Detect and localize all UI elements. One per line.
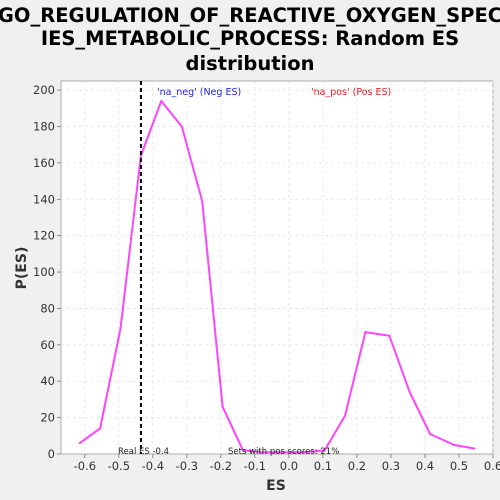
x-tick-label: -0.5 <box>108 459 130 473</box>
data-point <box>452 443 455 446</box>
data-point <box>364 331 367 334</box>
y-tick-label: 160 <box>33 156 55 170</box>
y-axis: 0 20 40 60 80 100 120 140 160 180 200 <box>33 83 61 461</box>
data-point <box>388 334 391 337</box>
data-point <box>262 451 265 454</box>
data-point <box>201 200 204 203</box>
data-point <box>323 449 326 452</box>
chart-title-line-3: distribution <box>186 52 315 75</box>
y-tick-label: 0 <box>48 447 55 461</box>
x-axis-label: ES <box>266 478 286 494</box>
y-tick-label: 180 <box>33 119 55 133</box>
x-tick-label: 0.6 <box>484 459 500 473</box>
x-tick-label: -0.2 <box>210 459 232 473</box>
data-point <box>408 391 411 394</box>
x-axis: -0.6 -0.5 -0.4 -0.3 -0.2 -0.1 0.0 0.1 0.2 0.3 0.4 0… <box>74 454 500 473</box>
x-tick-label: -0.3 <box>176 459 198 473</box>
x-tick-label: 0.4 <box>416 459 434 473</box>
x-tick-label: 0.3 <box>382 459 400 473</box>
x-tick-label: 0.0 <box>280 459 298 473</box>
real-es-label: Real ES -0.4 <box>118 447 169 457</box>
y-tick-label: 100 <box>33 265 55 279</box>
x-tick-label: -0.4 <box>142 459 164 473</box>
x-tick-label: -0.6 <box>74 459 96 473</box>
data-point <box>282 451 285 454</box>
data-point <box>344 414 346 417</box>
y-axis-label: P(ES) <box>14 247 30 290</box>
data-point <box>139 154 142 157</box>
legend-neg-es: 'na_neg' (Neg ES) <box>157 87 241 98</box>
x-tick-label: -0.1 <box>244 459 266 473</box>
y-tick-label: 20 <box>40 411 55 425</box>
series-layer <box>78 100 476 454</box>
y-tick-label: 120 <box>33 229 55 243</box>
legend-pos-es: 'na_pos' (Pos ES) <box>311 87 391 98</box>
y-tick-label: 200 <box>33 83 55 97</box>
x-tick-label: 0.2 <box>348 459 366 473</box>
grid <box>61 81 494 454</box>
y-tick-label: 40 <box>40 374 55 388</box>
x-tick-label: 0.1 <box>314 459 332 473</box>
chart-title-line-2: IES_METABOLIC_PROCESS: Random ES <box>41 27 459 50</box>
chart-title-line-1: GO_REGULATION_OF_REACTIVE_OXYGEN_SPEC <box>0 4 500 27</box>
y-tick-label: 80 <box>40 301 55 315</box>
data-point <box>221 405 224 408</box>
data-point <box>180 125 183 128</box>
plot-area <box>60 80 494 455</box>
x-tick-label: 0.5 <box>450 459 468 473</box>
y-tick-label: 140 <box>33 192 55 206</box>
data-point <box>99 427 102 430</box>
y-tick-label: 60 <box>40 338 55 352</box>
data-point <box>78 442 81 445</box>
pos-scores-annotation: Sets with pos scores: 21% <box>228 447 339 457</box>
chart-title: GO_REGULATION_OF_REACTIVE_OXYGEN_SPEC IE… <box>0 4 500 75</box>
data-point <box>119 327 122 330</box>
data-point <box>429 433 432 435</box>
data-point <box>160 100 163 102</box>
series-line <box>79 100 475 454</box>
data-point <box>473 447 476 450</box>
data-point <box>242 449 244 452</box>
data-point <box>303 451 306 454</box>
